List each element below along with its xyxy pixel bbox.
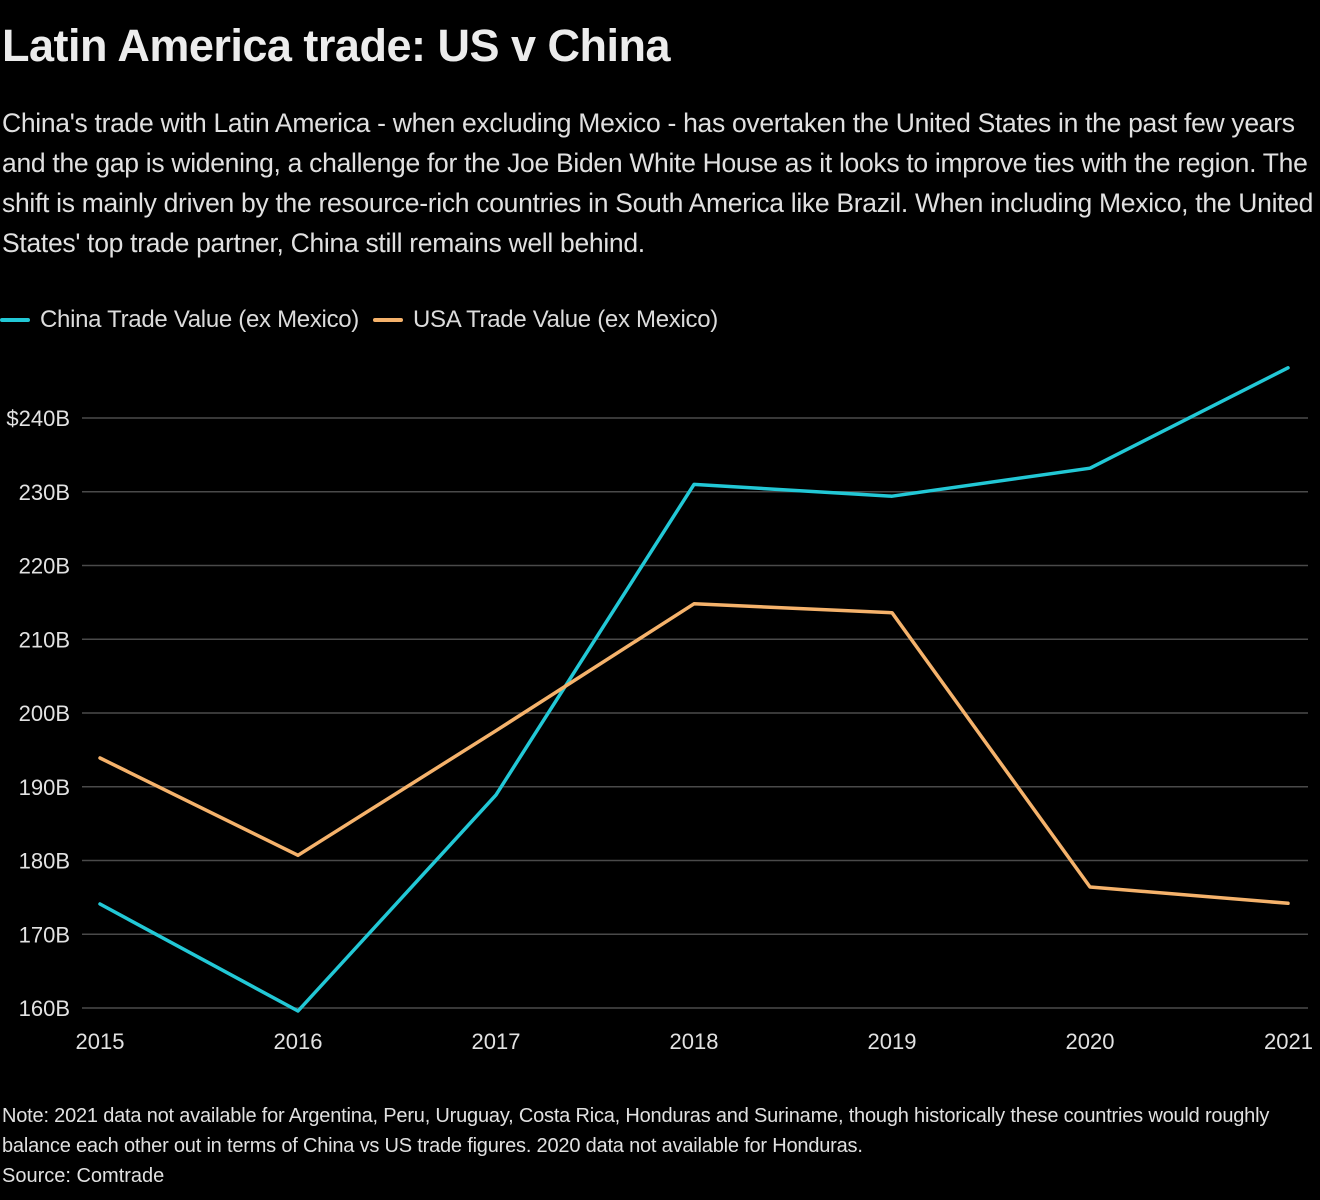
legend-label-china: China Trade Value (ex Mexico) bbox=[40, 306, 360, 333]
legend-swatch-china bbox=[0, 318, 30, 322]
x-tick-label: 2021 bbox=[1264, 1029, 1313, 1054]
gridlines bbox=[82, 417, 1308, 1009]
china-trade-line bbox=[98, 366, 1290, 1013]
y-tick-label: 190B bbox=[19, 775, 70, 800]
legend-item-usa: USA Trade Value (ex Mexico) bbox=[373, 306, 718, 334]
y-tick-label: 160B bbox=[19, 996, 70, 1021]
y-axis-ticks: 160B 170B 180B 190B 200B 210B 220B 230B $240B bbox=[6, 406, 70, 1021]
footnote: Note: 2021 data not available for Argent… bbox=[2, 1105, 1270, 1157]
y-tick-label: 230B bbox=[19, 480, 70, 505]
x-tick-label: 2019 bbox=[868, 1029, 917, 1054]
legend-swatch-usa bbox=[373, 318, 404, 322]
line-chart: 160B 170B 180B 190B 200B 210B 220B 230B $240B 20… bbox=[6, 366, 1313, 1054]
y-tick-label: 220B bbox=[19, 554, 70, 579]
y-tick-label: 210B bbox=[19, 627, 70, 652]
x-tick-label: 2018 bbox=[670, 1029, 719, 1054]
legend-item-china: China Trade Value (ex Mexico) bbox=[0, 306, 359, 334]
y-tick-label: $240B bbox=[6, 406, 70, 431]
chart-title: Latin America trade: US v China bbox=[2, 20, 671, 71]
legend: China Trade Value (ex Mexico) USA Trade … bbox=[0, 306, 732, 334]
y-tick-label: 200B bbox=[19, 701, 70, 726]
legend-label-usa: USA Trade Value (ex Mexico) bbox=[413, 306, 718, 333]
y-tick-label: 180B bbox=[19, 849, 70, 874]
chart-subtitle: China's trade with Latin America - when … bbox=[2, 108, 1314, 258]
source-line: Source: Comtrade bbox=[2, 1165, 165, 1187]
x-tick-label: 2015 bbox=[76, 1029, 125, 1054]
y-tick-label: 170B bbox=[19, 922, 70, 947]
x-tick-label: 2017 bbox=[472, 1029, 521, 1054]
x-tick-label: 2020 bbox=[1066, 1029, 1115, 1054]
x-axis-ticks: 2015 2016 2017 2018 2019 2020 2021 bbox=[76, 1029, 1313, 1054]
usa-trade-line bbox=[98, 602, 1290, 906]
x-tick-label: 2016 bbox=[274, 1029, 323, 1054]
series-lines bbox=[98, 366, 1290, 1013]
